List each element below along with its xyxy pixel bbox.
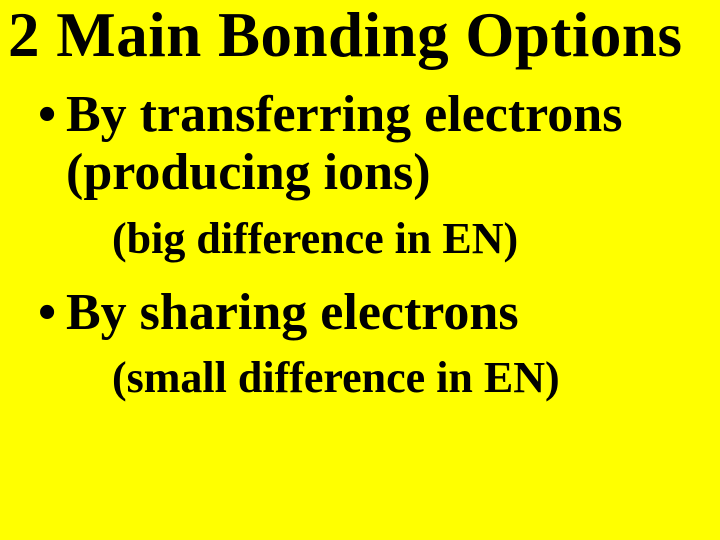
bullet-item: • By sharing electrons: [38, 284, 700, 342]
slide: 2 Main Bonding Options • By transferring…: [0, 0, 720, 540]
slide-content: • By transferring electrons (producing i…: [0, 86, 720, 405]
bullet-item: • By transferring electrons (producing i…: [38, 86, 700, 202]
bullet-text: By transferring electrons (producing ion…: [66, 86, 700, 202]
bullet-subtext: (big difference in EN): [38, 211, 700, 266]
bullet-text: By sharing electrons: [66, 284, 700, 342]
bullet-subtext: (small difference in EN): [38, 350, 700, 405]
bullet-marker: •: [38, 86, 66, 144]
bullet-marker: •: [38, 284, 66, 342]
slide-title: 2 Main Bonding Options: [0, 0, 720, 86]
